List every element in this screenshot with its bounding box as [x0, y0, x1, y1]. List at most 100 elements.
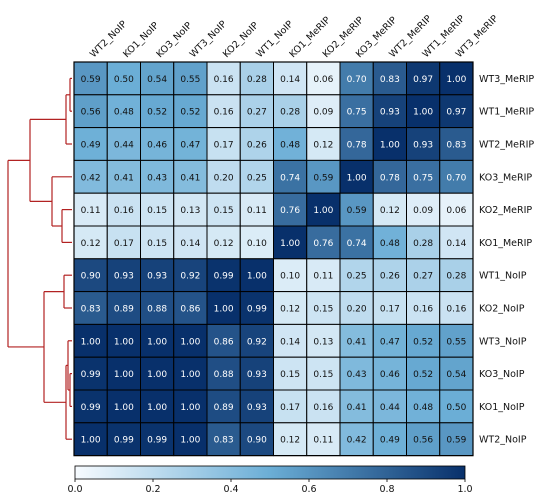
cell-value-label: 0.13: [180, 206, 200, 216]
heatmap-cell: [439, 389, 474, 424]
cell-value-label: 1.00: [114, 403, 134, 413]
heatmap-cell: [339, 356, 374, 391]
heatmap-cell: [206, 192, 241, 227]
heatmap-cell: [206, 225, 241, 260]
cell-value-label: 0.43: [147, 173, 167, 183]
heatmap-cell: [372, 389, 407, 424]
heatmap-cell: [106, 389, 141, 424]
heatmap-cell: [339, 127, 374, 161]
cell-value-label: 0.26: [247, 141, 267, 151]
cell-value-label: 0.90: [247, 436, 267, 446]
heatmap-cell: [106, 225, 141, 260]
cell-value-label: 0.59: [313, 173, 333, 183]
cell-value-label: 0.43: [347, 370, 367, 380]
row-dendrogram: [7, 77, 72, 440]
cell-value-label: 0.28: [247, 75, 267, 85]
cell-value-label: 0.26: [380, 272, 400, 282]
cell-value-label: 0.55: [180, 75, 200, 85]
cell-value-label: 0.74: [280, 173, 300, 183]
cell-value-label: 1.00: [180, 370, 200, 380]
cell-value-label: 0.12: [380, 206, 400, 216]
heatmap-cell: [273, 192, 308, 227]
cell-value-label: 0.93: [147, 272, 167, 282]
heatmap-cell: [439, 258, 474, 293]
heatmap-cell: [206, 159, 241, 194]
cell-value-label: 0.17: [280, 403, 300, 413]
cell-value-label: 0.92: [180, 272, 200, 282]
cell-value-label: 1.00: [446, 75, 466, 85]
heatmap-cell: [406, 291, 441, 325]
cell-value-label: 0.52: [147, 108, 167, 118]
cell-value-label: 0.83: [81, 305, 101, 315]
cell-value-label: 1.00: [247, 272, 267, 282]
cell-value-label: 0.14: [280, 75, 300, 85]
cell-value-label: 0.11: [313, 272, 333, 282]
cell-value-label: 0.44: [114, 141, 134, 151]
cell-value-label: 0.48: [380, 239, 400, 249]
row-label: KO3_MeRIP: [479, 172, 532, 183]
heatmap-cell: [339, 422, 374, 457]
heatmap-cell: [372, 323, 407, 358]
cell-value-label: 0.56: [413, 436, 433, 446]
cell-value-label: 0.25: [347, 272, 367, 282]
cell-value-label: 0.59: [446, 436, 466, 446]
heatmap-cell: [372, 159, 407, 194]
cell-value-label: 0.14: [180, 239, 200, 249]
cell-value-label: 0.50: [114, 75, 134, 85]
heatmap-cell: [406, 389, 441, 424]
heatmap-cell: [339, 389, 374, 424]
cell-value-label: 0.48: [280, 141, 300, 151]
cell-value-label: 0.44: [380, 403, 400, 413]
row-label: KO1_MeRIP: [479, 238, 532, 249]
heatmap-cell: [173, 225, 208, 260]
cell-value-label: 0.50: [446, 403, 466, 413]
heatmap-cell: [239, 192, 274, 227]
cell-value-label: 1.00: [81, 436, 101, 446]
row-label: WT2_NoIP: [479, 435, 527, 446]
row-label: KO1_NoIP: [479, 402, 525, 413]
cell-value-label: 1.00: [114, 370, 134, 380]
cell-value-label: 1.00: [180, 337, 200, 347]
heatmap-cell: [439, 356, 474, 391]
row-label: WT1_MeRIP: [479, 107, 534, 118]
cell-value-label: 0.92: [247, 337, 267, 347]
cell-value-label: 0.15: [147, 239, 167, 249]
heatmap-cell: [173, 422, 208, 457]
cell-value-label: 1.00: [81, 337, 101, 347]
cell-value-label: 1.00: [313, 206, 333, 216]
heatmap-cells: 0.59 0.50 0.54 0.55 0.16 0.28 0.14 0.06 0.70 0.83…: [73, 61, 474, 457]
cell-value-label: 0.93: [247, 403, 267, 413]
cell-value-label: 0.97: [446, 108, 466, 118]
cell-value-label: 0.54: [446, 370, 466, 380]
heatmap-cell: [140, 127, 175, 161]
cell-value-label: 0.27: [413, 272, 433, 282]
heatmap-cell: [439, 127, 474, 161]
cell-value-label: 1.00: [147, 337, 167, 347]
cell-value-label: 0.11: [247, 206, 267, 216]
cell-value-label: 0.88: [214, 370, 234, 380]
cell-value-label: 0.74: [347, 239, 367, 249]
cell-value-label: 0.20: [214, 173, 234, 183]
cell-value-label: 0.41: [347, 403, 367, 413]
heatmap-cell: [73, 192, 108, 227]
cell-value-label: 0.59: [347, 206, 367, 216]
heatmap-cell: [273, 356, 308, 391]
heatmap-cell: [273, 127, 308, 161]
cell-value-label: 0.10: [247, 239, 267, 249]
cell-value-label: 0.88: [147, 305, 167, 315]
colorbar-gradient: [74, 465, 466, 480]
heatmap-cell: [406, 225, 441, 260]
heatmap-cell: [273, 159, 308, 194]
cell-value-label: 0.55: [446, 337, 466, 347]
cell-value-label: 0.11: [81, 206, 101, 216]
heatmap-cell: [173, 389, 208, 424]
cell-value-label: 0.78: [347, 141, 367, 151]
heatmap-cell: [439, 422, 474, 457]
heatmap-cell: [206, 61, 241, 96]
cell-value-label: 0.17: [214, 141, 234, 151]
cell-value-label: 0.83: [380, 75, 400, 85]
cell-value-label: 0.42: [81, 173, 101, 183]
cell-value-label: 0.47: [380, 337, 400, 347]
row-label: KO3_NoIP: [479, 369, 525, 380]
heatmap-cell: [273, 389, 308, 424]
